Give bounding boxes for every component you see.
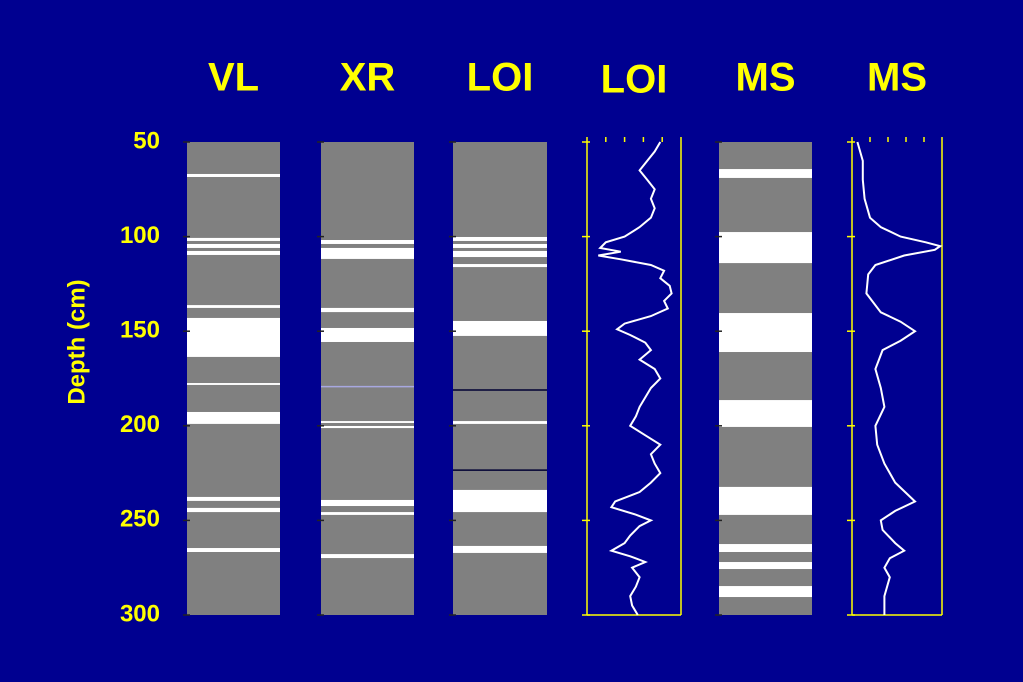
y-tick-label: 250 <box>120 506 160 533</box>
y-tick-label: 150 <box>120 317 160 344</box>
band <box>321 240 414 244</box>
band <box>187 383 280 385</box>
profile-line <box>598 141 673 616</box>
band <box>719 562 812 570</box>
column-title: LOI <box>601 58 668 102</box>
band <box>453 320 547 336</box>
band <box>453 236 547 241</box>
band <box>321 307 414 313</box>
band <box>453 489 547 513</box>
band <box>453 243 547 248</box>
y-tick-label: 200 <box>120 411 160 438</box>
band <box>187 507 280 513</box>
band <box>453 264 547 268</box>
band <box>719 486 812 515</box>
band <box>719 232 812 264</box>
band <box>187 250 280 255</box>
band <box>187 548 280 552</box>
column-title: MS <box>867 56 927 100</box>
band <box>321 247 414 259</box>
y-tick-label: 50 <box>133 127 160 154</box>
band <box>321 421 414 423</box>
band <box>321 512 414 515</box>
band <box>321 327 414 342</box>
y-tick-label: 100 <box>120 222 160 249</box>
band <box>321 499 414 507</box>
band <box>719 169 812 178</box>
band <box>187 237 280 241</box>
core-column <box>321 142 414 615</box>
column-title: LOI <box>467 56 534 100</box>
band <box>187 243 280 248</box>
core-column <box>187 142 280 615</box>
band <box>187 173 280 178</box>
band <box>453 250 547 258</box>
core-column <box>719 142 812 615</box>
band <box>321 425 414 429</box>
band <box>719 400 812 427</box>
band <box>719 586 812 598</box>
band <box>453 421 547 424</box>
y-axis-label: Depth (cm) <box>63 279 90 404</box>
y-tick-label: 300 <box>120 600 160 627</box>
profile-line <box>856 141 943 615</box>
column-title: MS <box>736 56 796 100</box>
core-column <box>453 142 547 615</box>
band <box>187 317 280 357</box>
band <box>187 305 280 308</box>
column-title: VL <box>208 56 259 100</box>
band <box>719 544 812 552</box>
band <box>187 411 280 424</box>
band <box>321 554 414 559</box>
band <box>719 313 812 353</box>
band <box>187 496 280 501</box>
column-title: XR <box>340 56 396 100</box>
band <box>453 545 547 553</box>
